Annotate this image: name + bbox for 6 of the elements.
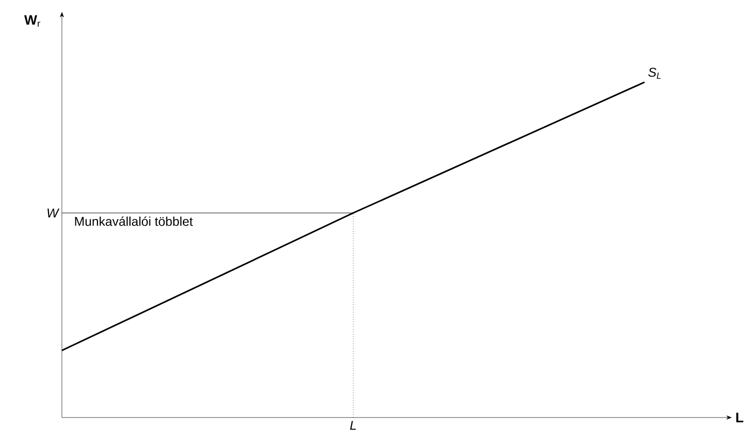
text: L bbox=[350, 420, 356, 430]
ref-line-label: W bbox=[48, 208, 60, 218]
annotation: Munkavállalói többlet bbox=[75, 216, 193, 226]
series-label: S$_{L}$ bbox=[648, 68, 661, 79]
x-axis-title: L bbox=[736, 412, 744, 422]
y-axis-title: W$_{r}$ bbox=[24, 15, 40, 27]
